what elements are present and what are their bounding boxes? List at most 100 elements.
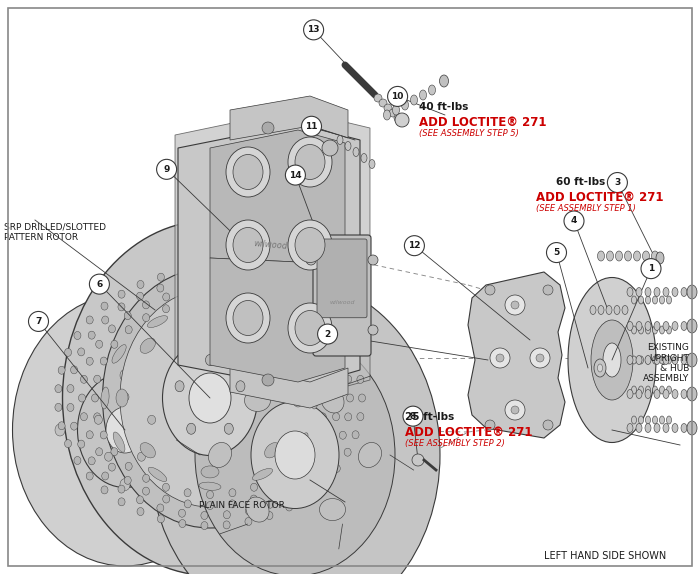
Text: (SEE ASSEMBLY STEP 2): (SEE ASSEMBLY STEP 2) bbox=[405, 439, 505, 448]
Circle shape bbox=[485, 285, 495, 295]
Ellipse shape bbox=[352, 430, 359, 439]
Ellipse shape bbox=[656, 252, 664, 264]
Ellipse shape bbox=[184, 488, 191, 497]
Ellipse shape bbox=[148, 316, 167, 328]
Ellipse shape bbox=[335, 394, 342, 402]
Ellipse shape bbox=[627, 288, 633, 297]
Ellipse shape bbox=[148, 467, 167, 482]
Ellipse shape bbox=[638, 296, 643, 304]
Ellipse shape bbox=[226, 293, 270, 343]
Ellipse shape bbox=[631, 296, 636, 304]
Ellipse shape bbox=[327, 430, 334, 439]
Ellipse shape bbox=[652, 416, 657, 424]
Circle shape bbox=[286, 165, 305, 185]
Ellipse shape bbox=[187, 423, 196, 435]
Circle shape bbox=[405, 236, 424, 255]
Ellipse shape bbox=[209, 443, 232, 468]
Ellipse shape bbox=[672, 424, 678, 432]
Ellipse shape bbox=[288, 462, 295, 470]
Circle shape bbox=[389, 109, 397, 117]
Polygon shape bbox=[230, 365, 348, 408]
Ellipse shape bbox=[78, 394, 85, 402]
Ellipse shape bbox=[246, 497, 269, 522]
Ellipse shape bbox=[663, 321, 669, 331]
Circle shape bbox=[511, 406, 519, 414]
Ellipse shape bbox=[357, 375, 364, 383]
Ellipse shape bbox=[124, 312, 131, 320]
Text: ADD LOCTITE® 271: ADD LOCTITE® 271 bbox=[419, 116, 546, 129]
Ellipse shape bbox=[101, 387, 109, 409]
Ellipse shape bbox=[302, 340, 309, 348]
Ellipse shape bbox=[333, 464, 340, 472]
Ellipse shape bbox=[652, 296, 657, 304]
Ellipse shape bbox=[267, 288, 274, 296]
Ellipse shape bbox=[80, 375, 88, 383]
Ellipse shape bbox=[645, 326, 650, 334]
Ellipse shape bbox=[201, 466, 219, 478]
Ellipse shape bbox=[86, 357, 93, 365]
Ellipse shape bbox=[288, 137, 332, 187]
Circle shape bbox=[306, 325, 316, 335]
Ellipse shape bbox=[591, 320, 633, 400]
Ellipse shape bbox=[251, 293, 258, 301]
Ellipse shape bbox=[158, 515, 164, 523]
Ellipse shape bbox=[320, 309, 327, 317]
Ellipse shape bbox=[358, 394, 365, 402]
Ellipse shape bbox=[295, 227, 325, 262]
Ellipse shape bbox=[663, 288, 669, 297]
Ellipse shape bbox=[88, 457, 95, 465]
Ellipse shape bbox=[320, 479, 327, 487]
Ellipse shape bbox=[74, 456, 81, 464]
Ellipse shape bbox=[687, 387, 697, 401]
Circle shape bbox=[374, 94, 382, 102]
Ellipse shape bbox=[102, 316, 108, 324]
Ellipse shape bbox=[659, 356, 664, 364]
Ellipse shape bbox=[659, 326, 664, 334]
Ellipse shape bbox=[206, 502, 214, 510]
Text: SRP DRILLED/SLOTTED
PATTERN ROTOR: SRP DRILLED/SLOTTED PATTERN ROTOR bbox=[4, 223, 106, 242]
Ellipse shape bbox=[270, 487, 277, 495]
Ellipse shape bbox=[199, 306, 221, 314]
Ellipse shape bbox=[120, 479, 130, 491]
Circle shape bbox=[511, 301, 519, 309]
Ellipse shape bbox=[94, 413, 101, 421]
Ellipse shape bbox=[64, 440, 71, 448]
Ellipse shape bbox=[101, 486, 108, 494]
Ellipse shape bbox=[270, 301, 277, 309]
Ellipse shape bbox=[265, 443, 280, 458]
Text: 8: 8 bbox=[410, 412, 416, 421]
Ellipse shape bbox=[631, 416, 636, 424]
Ellipse shape bbox=[106, 407, 144, 453]
Text: 6: 6 bbox=[97, 280, 102, 289]
Ellipse shape bbox=[246, 507, 253, 515]
Ellipse shape bbox=[245, 270, 252, 278]
Ellipse shape bbox=[353, 148, 359, 157]
Ellipse shape bbox=[88, 331, 95, 339]
Ellipse shape bbox=[236, 381, 245, 392]
Ellipse shape bbox=[340, 357, 346, 364]
Ellipse shape bbox=[113, 432, 125, 452]
Ellipse shape bbox=[74, 332, 81, 339]
Ellipse shape bbox=[58, 366, 65, 374]
Text: 7: 7 bbox=[35, 317, 42, 326]
Circle shape bbox=[384, 104, 392, 112]
Ellipse shape bbox=[55, 385, 62, 393]
Ellipse shape bbox=[201, 511, 208, 519]
Ellipse shape bbox=[302, 448, 309, 456]
Ellipse shape bbox=[672, 288, 678, 297]
Ellipse shape bbox=[253, 315, 272, 329]
Ellipse shape bbox=[96, 448, 103, 456]
Ellipse shape bbox=[78, 440, 85, 448]
Ellipse shape bbox=[233, 301, 263, 335]
Ellipse shape bbox=[410, 95, 417, 105]
Ellipse shape bbox=[627, 424, 633, 432]
Ellipse shape bbox=[201, 266, 208, 274]
Ellipse shape bbox=[304, 296, 311, 304]
Ellipse shape bbox=[645, 386, 650, 394]
Ellipse shape bbox=[634, 251, 640, 261]
Ellipse shape bbox=[157, 284, 164, 292]
Ellipse shape bbox=[681, 355, 687, 364]
Ellipse shape bbox=[143, 301, 150, 309]
Ellipse shape bbox=[663, 390, 669, 398]
Text: 25 ft-lbs: 25 ft-lbs bbox=[405, 412, 454, 422]
